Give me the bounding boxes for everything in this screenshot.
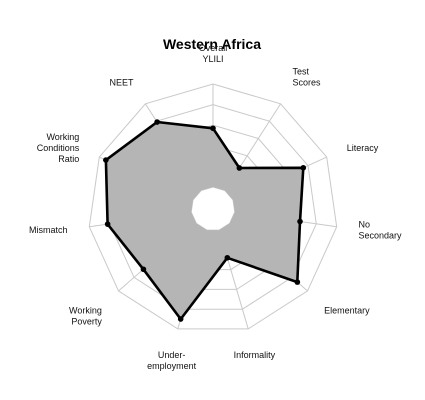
data-point — [154, 119, 160, 125]
axis-label-line: Elementary — [324, 305, 370, 315]
axis-label-line: Under- — [158, 350, 186, 360]
axis-label-line: Scores — [293, 77, 322, 87]
axis-label: Informality — [234, 350, 276, 360]
axis-label-line: NEET — [109, 77, 134, 87]
axis-label: Working Poverty — [69, 305, 102, 326]
axis-label: Literacy — [347, 143, 379, 153]
series-line — [104, 120, 305, 321]
axis-label: Test Scores — [293, 66, 322, 87]
axis-label: Under-employment — [147, 350, 197, 371]
data-point — [140, 266, 147, 273]
axis-label-line: Informality — [234, 350, 276, 360]
data-point — [177, 316, 184, 322]
axis-label-line: Mismatch — [29, 225, 68, 235]
axis-label-line: Test — [293, 66, 310, 76]
axis-label-line: Conditions — [37, 143, 80, 153]
chart-title: Western Africa — [163, 36, 261, 52]
axis-label-line: Overall — [199, 43, 228, 53]
axis-label-line: Secondary — [359, 230, 403, 240]
data-point — [224, 254, 231, 261]
axis-label-line: Poverty — [71, 316, 102, 326]
axis-label-line: Ratio — [58, 154, 79, 164]
radar-series — [103, 119, 307, 322]
data-point — [294, 279, 301, 285]
data-point — [236, 165, 243, 171]
axis-label-line: No — [359, 219, 371, 229]
axis-label-line: Literacy — [347, 143, 379, 153]
axis-label: No Secondary — [359, 219, 403, 240]
data-point — [300, 164, 307, 171]
data-point — [210, 125, 216, 132]
data-point — [104, 221, 111, 227]
axis-label: Working Conditions Ratio — [37, 132, 80, 164]
axis-label-line: employment — [147, 361, 197, 371]
axis-label: Elementary — [324, 305, 370, 315]
axis-labels: Overall YLILI Test Scores Literacy No Secondar… — [29, 43, 402, 371]
series-area — [105, 122, 304, 320]
data-point — [103, 157, 109, 163]
axis-label-line: Working — [46, 132, 79, 142]
data-point — [297, 218, 303, 225]
axis-label: Overall YLILI — [199, 43, 228, 64]
axis-label: NEET — [109, 77, 134, 87]
axis-label-line: YLILI — [202, 54, 223, 64]
axis-label-line: Working — [69, 305, 102, 315]
grid-ring — [88, 83, 338, 330]
axis-label: Mismatch — [29, 225, 68, 235]
